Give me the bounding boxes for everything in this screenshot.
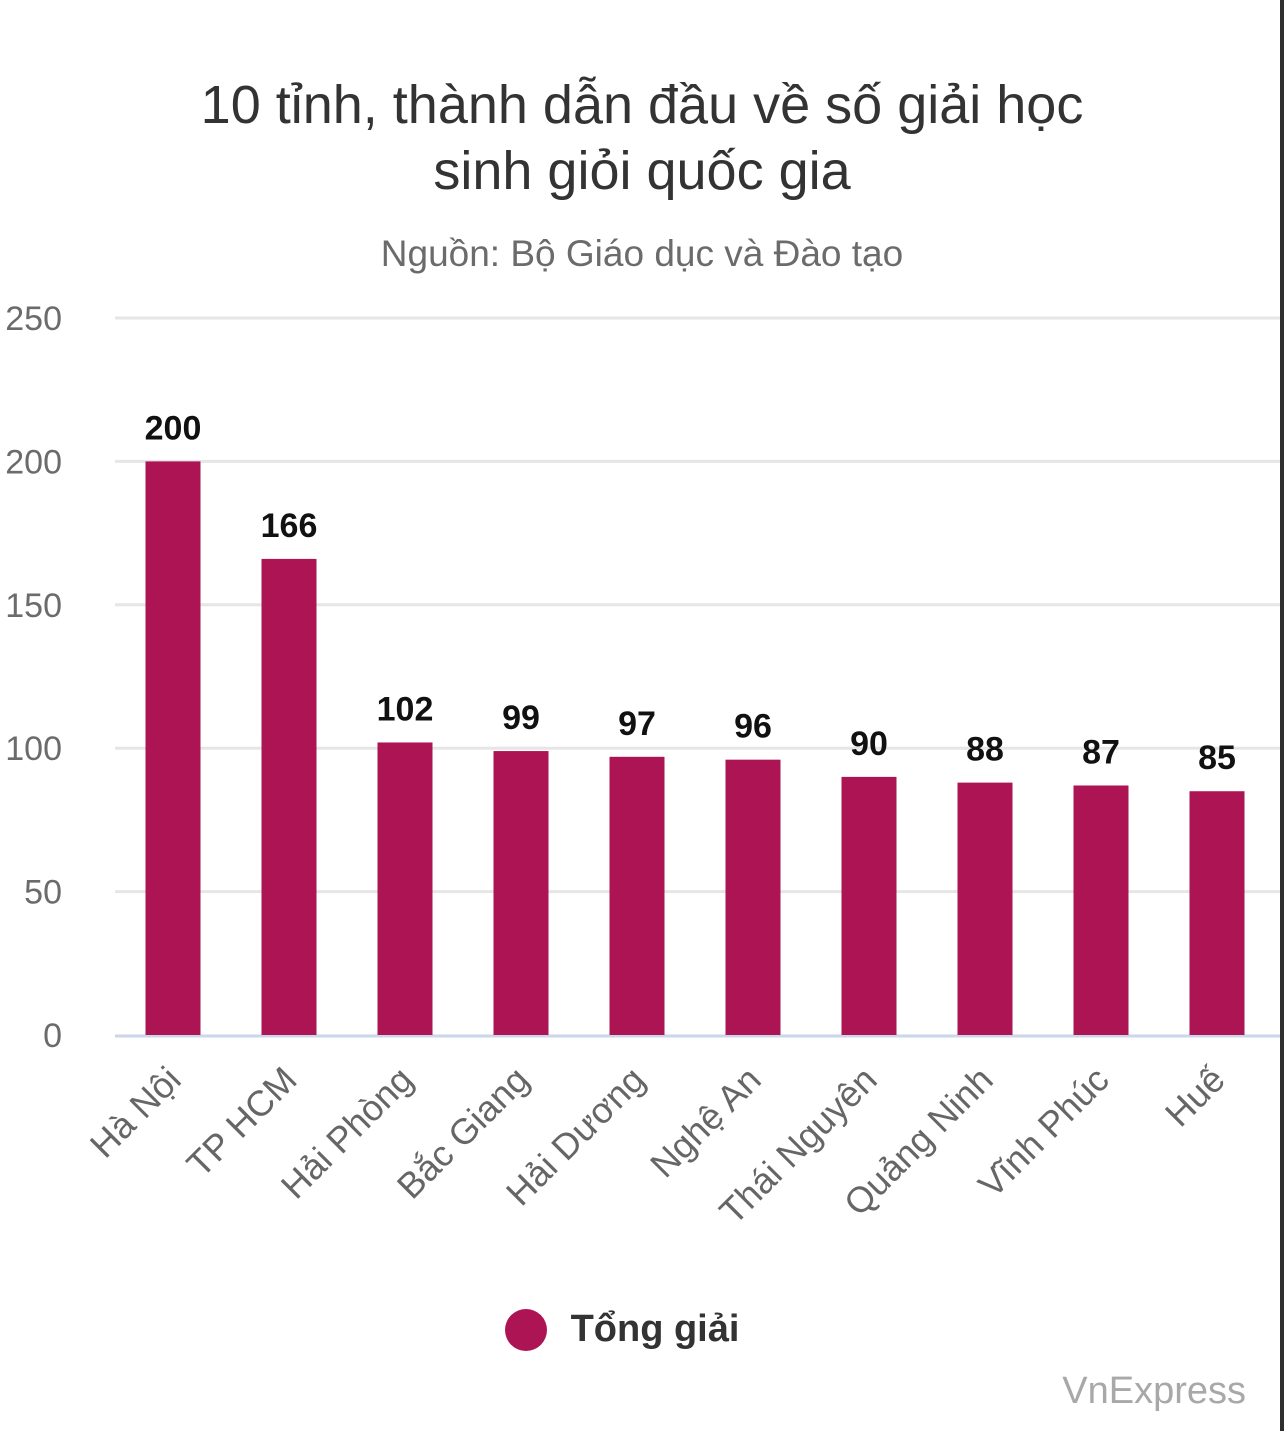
y-tick-label: 0: [43, 1017, 62, 1055]
bar: [377, 742, 433, 1035]
legend-label: Tổng giải: [570, 1308, 740, 1350]
chart-title: 10 tỉnh, thành dẫn đầu về số giải học sin…: [0, 72, 1284, 204]
source-credit: VnExpress: [1062, 1370, 1246, 1412]
bar: [725, 759, 781, 1035]
data-label: 87: [1082, 733, 1120, 771]
y-tick-label: 250: [5, 300, 62, 338]
data-label: 99: [502, 699, 540, 737]
bar: [841, 776, 897, 1035]
x-tick-label: Huế: [1157, 1059, 1233, 1135]
bar: [609, 756, 665, 1035]
bar: [261, 558, 317, 1035]
data-label: 85: [1198, 739, 1236, 777]
legend[interactable]: Tổng giải: [0, 1308, 1284, 1351]
x-tick-label: Hà Nội: [82, 1059, 189, 1166]
y-tick-label: 100: [5, 730, 62, 768]
y-tick-label: 50: [24, 874, 62, 912]
data-label: 166: [261, 507, 318, 545]
data-label: 88: [966, 731, 1004, 769]
data-label: 102: [377, 690, 434, 728]
y-tick-label: 150: [5, 587, 62, 625]
bar: [1189, 791, 1245, 1035]
data-label: 97: [618, 705, 656, 743]
bar: [493, 751, 549, 1035]
bar: [145, 461, 201, 1035]
chart-subtitle: Nguồn: Bộ Giáo dục và Đào tạo: [380, 233, 904, 274]
data-label: 90: [850, 725, 888, 763]
image-border: [1280, 0, 1284, 1431]
data-label: 96: [734, 708, 772, 746]
bar: [1073, 785, 1129, 1035]
legend-swatch: [504, 1308, 547, 1351]
bar: [957, 782, 1013, 1035]
chart-title-line-1: 10 tỉnh, thành dẫn đầu về số giải học: [200, 75, 1084, 135]
y-tick-label: 200: [5, 443, 62, 481]
data-label: 200: [145, 409, 202, 447]
chart-title-line-2: sinh giỏi quốc gia: [433, 141, 851, 201]
